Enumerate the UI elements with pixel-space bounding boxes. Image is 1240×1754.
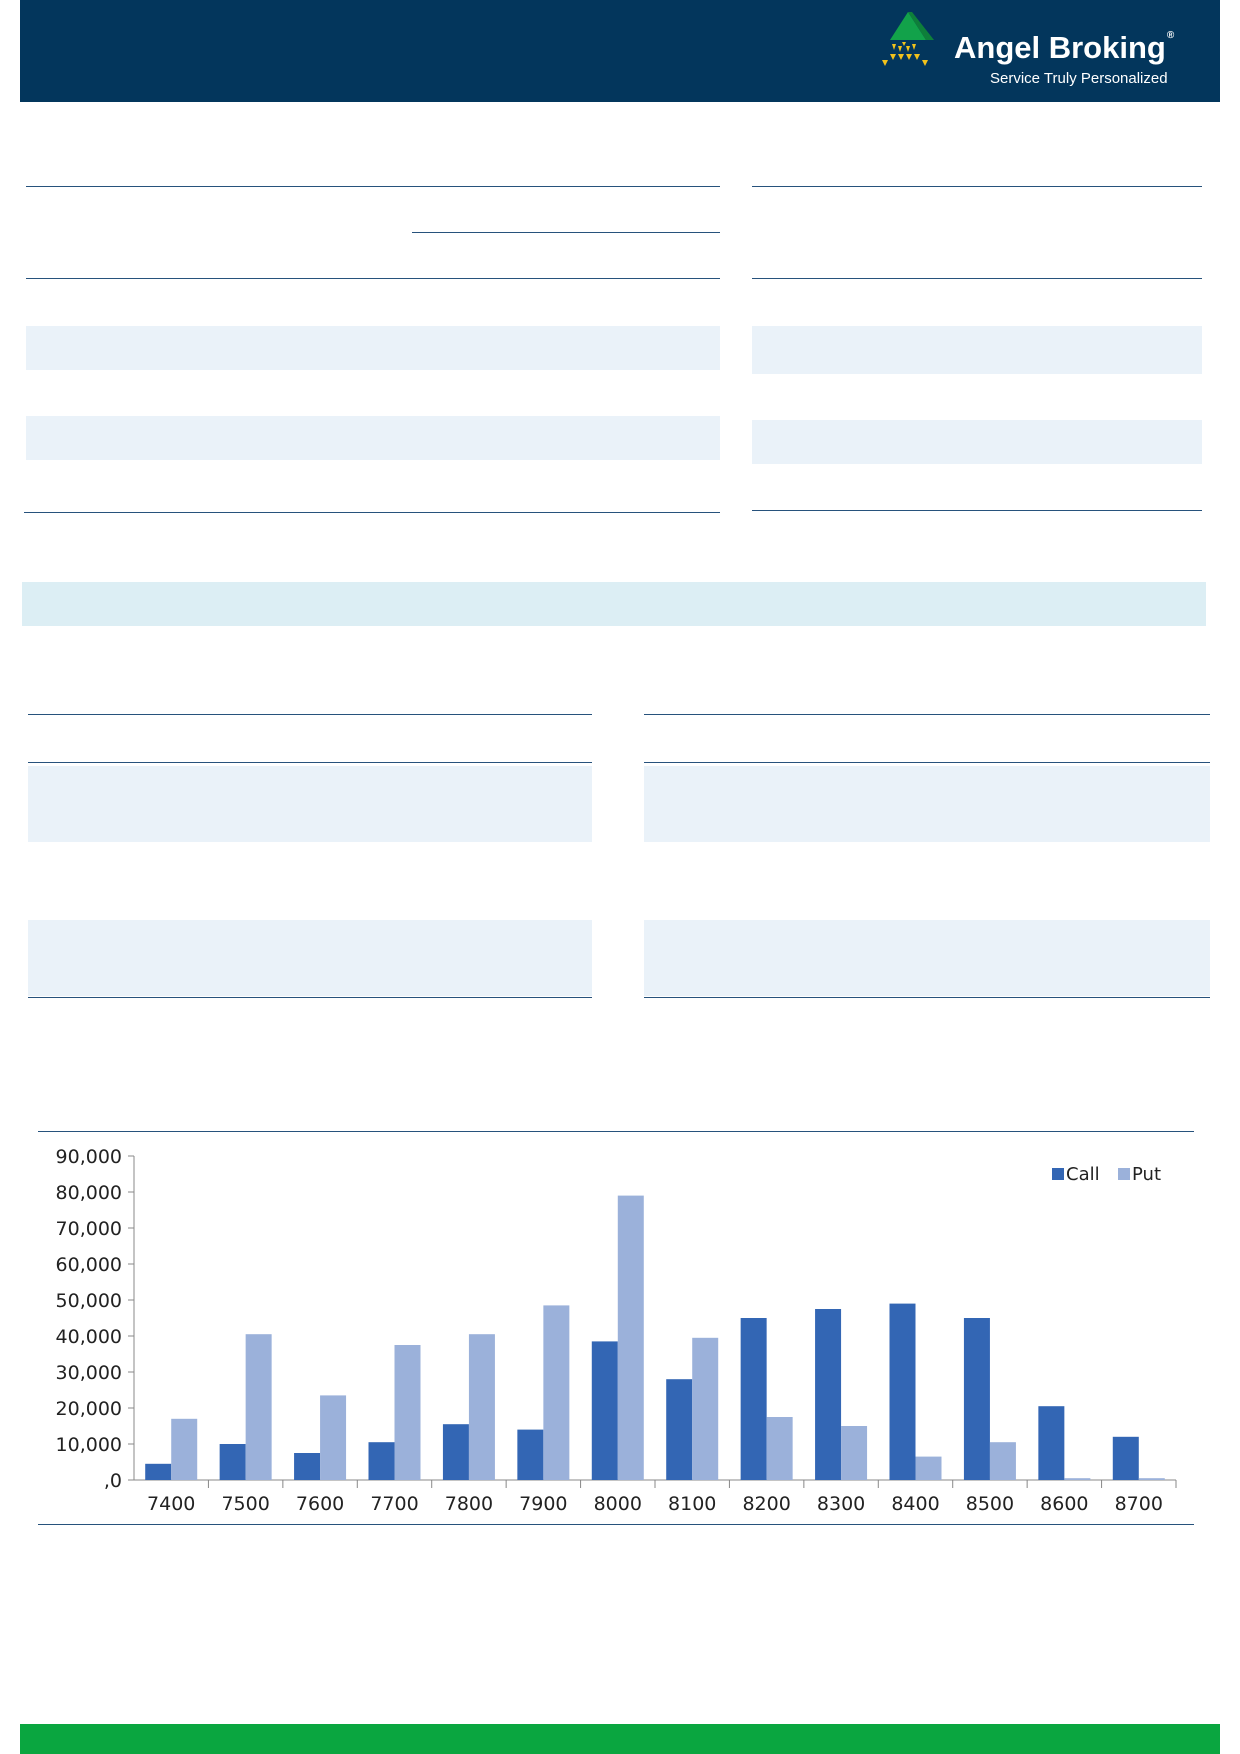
bar-call <box>145 1463 172 1480</box>
y-tick-label: 60,000 <box>56 1254 122 1276</box>
bar-put <box>617 1195 644 1480</box>
x-tick-label: 7900 <box>519 1493 567 1515</box>
table-rule <box>28 714 592 715</box>
table-rule <box>24 512 720 513</box>
table-row-band <box>28 920 592 996</box>
legend-label-put: Put <box>1132 1164 1161 1185</box>
y-tick-label: 90,000 <box>56 1146 122 1168</box>
bar-put <box>320 1395 347 1480</box>
y-tick-label: 50,000 <box>56 1290 122 1312</box>
bar-call <box>740 1318 767 1480</box>
bar-call <box>442 1424 469 1480</box>
bar-put <box>989 1442 1016 1480</box>
bar-put <box>1138 1478 1165 1480</box>
x-tick-label: 8600 <box>1040 1493 1088 1515</box>
page-header: Angel Broking® Service Truly Personalize… <box>20 0 1220 102</box>
legend-swatch-put <box>1118 1168 1130 1180</box>
chart-bottom-rule <box>38 1524 1194 1525</box>
table-rule <box>26 186 720 187</box>
bar-call <box>889 1303 916 1480</box>
bar-call <box>219 1444 246 1480</box>
bar-call <box>1112 1436 1139 1480</box>
open-interest-chart: 90,000 80,000 70,000 60,000 50,000 40,000 30,0… <box>36 1132 1196 1532</box>
y-tick-label: 80,000 <box>56 1182 122 1204</box>
bar-call <box>815 1309 842 1480</box>
x-tick-label: 7600 <box>296 1493 344 1515</box>
pyramid-logo-icon <box>882 12 934 66</box>
y-tick-label: 70,000 <box>56 1218 122 1240</box>
brand-tagline: Service Truly Personalized <box>990 70 1168 87</box>
bar-call <box>963 1318 990 1480</box>
x-tick-label: 7700 <box>370 1493 418 1515</box>
bar-put <box>915 1456 942 1480</box>
x-tick-label: 8200 <box>742 1493 790 1515</box>
bar-put <box>1064 1478 1091 1480</box>
table-row-band <box>752 420 1202 464</box>
x-tick-label: 8000 <box>594 1493 642 1515</box>
bar-put <box>543 1305 570 1480</box>
bar-put <box>394 1345 421 1480</box>
table-rule <box>752 510 1202 511</box>
y-tick-label: 20,000 <box>56 1398 122 1420</box>
table-rule <box>644 714 1210 715</box>
x-tick-label: 7800 <box>445 1493 493 1515</box>
table-rule <box>28 997 592 998</box>
footer-bar <box>20 1724 1220 1754</box>
table-rule <box>644 997 1210 998</box>
legend-label-call: Call <box>1066 1164 1100 1185</box>
chart-top-rule <box>38 1131 1194 1132</box>
angel-broking-logo: Angel Broking® Service Truly Personalize… <box>882 10 1182 92</box>
y-tick-label: 30,000 <box>56 1362 122 1384</box>
table-rule <box>644 762 1210 763</box>
table-row-band <box>26 326 720 370</box>
table-row-band <box>644 766 1210 842</box>
x-tick-label: 7400 <box>147 1493 195 1515</box>
bar-call <box>666 1379 693 1480</box>
table-row-band <box>644 920 1210 996</box>
bar-put <box>692 1337 719 1480</box>
brand-name: Angel Broking® <box>954 30 1175 65</box>
bar-put <box>468 1334 495 1480</box>
x-tick-label: 8300 <box>817 1493 865 1515</box>
legend-swatch-call <box>1052 1168 1064 1180</box>
bar-put <box>245 1334 272 1480</box>
table-rule <box>752 186 1202 187</box>
bar-put <box>766 1417 793 1480</box>
table-row-band <box>28 766 592 842</box>
bar-call <box>591 1341 618 1480</box>
y-tick-label: 10,000 <box>56 1434 122 1456</box>
registered-mark: ® <box>1166 30 1175 41</box>
table-rule <box>752 278 1202 279</box>
bar-call <box>1038 1406 1065 1480</box>
bar-call <box>294 1453 321 1480</box>
x-tick-label: 8700 <box>1115 1493 1163 1515</box>
bar-put <box>171 1418 198 1480</box>
table-rule <box>412 232 720 233</box>
bar-call <box>517 1429 544 1480</box>
y-tick-label: 40,000 <box>56 1326 122 1348</box>
x-tick-label: 8400 <box>891 1493 939 1515</box>
table-rule <box>26 278 720 279</box>
table-rule <box>28 762 592 763</box>
bar-call <box>368 1442 395 1480</box>
x-tick-label: 8500 <box>966 1493 1014 1515</box>
table-row-band <box>752 326 1202 374</box>
y-tick-label: ,0 <box>104 1470 122 1492</box>
x-tick-label: 7500 <box>221 1493 269 1515</box>
bar-put <box>841 1426 868 1480</box>
chart-svg: 90,000 80,000 70,000 60,000 50,000 40,000 30,0… <box>56 1146 1177 1515</box>
x-tick-label: 8100 <box>668 1493 716 1515</box>
table-row-band <box>26 416 720 460</box>
section-band <box>22 582 1206 626</box>
